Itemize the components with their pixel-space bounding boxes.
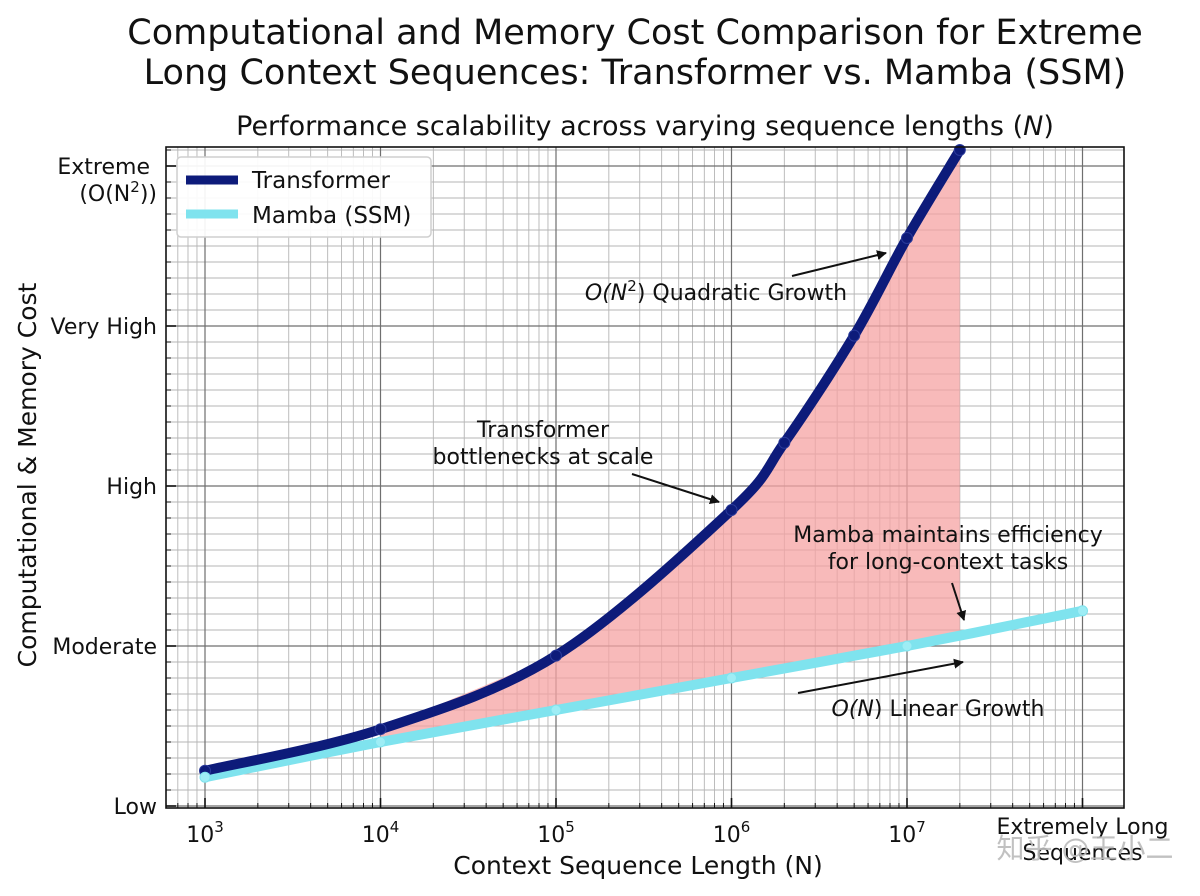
- y-tick-label: Very High: [51, 315, 158, 340]
- y-tick-label: Moderate: [52, 635, 157, 660]
- chart-title-line-1: Computational and Memory Cost Comparison…: [127, 13, 1143, 53]
- transformer-data-point: [778, 436, 791, 449]
- shaded-cost-gap: [380, 150, 960, 742]
- transformer-data-point: [901, 232, 913, 244]
- y-tick-labels: Low Moderate High Very High Extreme (O(N…: [51, 155, 158, 820]
- chart-title-line-2: Long Context Sequences: Transformer vs. …: [144, 53, 1127, 93]
- annotation-quadratic-arrow: [791, 250, 887, 277]
- y-axis-label: Computational & Memory Cost: [13, 282, 42, 667]
- x-tick-label: 103: [186, 818, 224, 848]
- annotation-bottleneck-arrow: [631, 473, 720, 505]
- watermark: 知乎 @王小二: [997, 832, 1174, 865]
- y-tick-label: Low: [114, 795, 157, 820]
- annotation-linear-arrow: [797, 658, 964, 694]
- legend: Transformer Mamba (SSM): [176, 156, 432, 238]
- series-markers: [199, 144, 1088, 783]
- mamba-data-point: [726, 672, 737, 684]
- y-tick-label: Extreme (O(N2)): [57, 155, 157, 207]
- minor-grid: [165, 147, 1124, 808]
- shaded-region-group: [380, 150, 960, 742]
- series-line-mamba: [200, 605, 1088, 783]
- x-tick-label-extreme: Extremely Long Sequences: [997, 815, 1169, 866]
- x-tick-label: 104: [362, 818, 400, 848]
- annotation-bottleneck: Transformer bottlenecks at scale: [433, 418, 654, 470]
- legend-box: [176, 156, 432, 238]
- chart-subtitle: Performance scalability across varying s…: [236, 111, 1054, 142]
- y-tick-label: High: [106, 475, 157, 500]
- transformer-data-point: [374, 723, 387, 736]
- plot-frame: [165, 146, 1125, 809]
- annotation-mamba-efficiency-arrow: [951, 582, 966, 621]
- mamba-data-point: [375, 736, 386, 748]
- annotation-linear: O(N) Linear Growth: [832, 697, 1045, 722]
- tick-marks: [165, 149, 1084, 808]
- mamba-data-point: [550, 704, 562, 716]
- mamba-data-point: [1077, 605, 1088, 617]
- transformer-data-point: [550, 649, 562, 662]
- x-tick-labels: 103 104 105 106 107 Extremely Long Sequen…: [186, 815, 1168, 866]
- transformer-data-point: [953, 144, 966, 156]
- transformer-data-point: [725, 504, 738, 516]
- x-tick-label: 107: [888, 818, 926, 848]
- legend-label-transformer: Transformer: [251, 168, 391, 194]
- annotations: O(N2) Quadratic Growth Transformer bottle…: [433, 250, 1103, 722]
- x-tick-label: 105: [537, 818, 575, 848]
- transformer-data-point: [848, 329, 861, 342]
- legend-label-mamba: Mamba (SSM): [252, 203, 411, 229]
- mamba-data-point: [199, 771, 211, 783]
- annotation-quadratic: O(N2) Quadratic Growth: [585, 277, 847, 306]
- mamba-data-point: [901, 640, 913, 652]
- annotation-mamba-efficiency: Mamba maintains efficiency for long-conte…: [793, 523, 1103, 575]
- x-tick-label: 106: [713, 818, 751, 848]
- x-axis-label: Context Sequence Length (N): [453, 851, 823, 880]
